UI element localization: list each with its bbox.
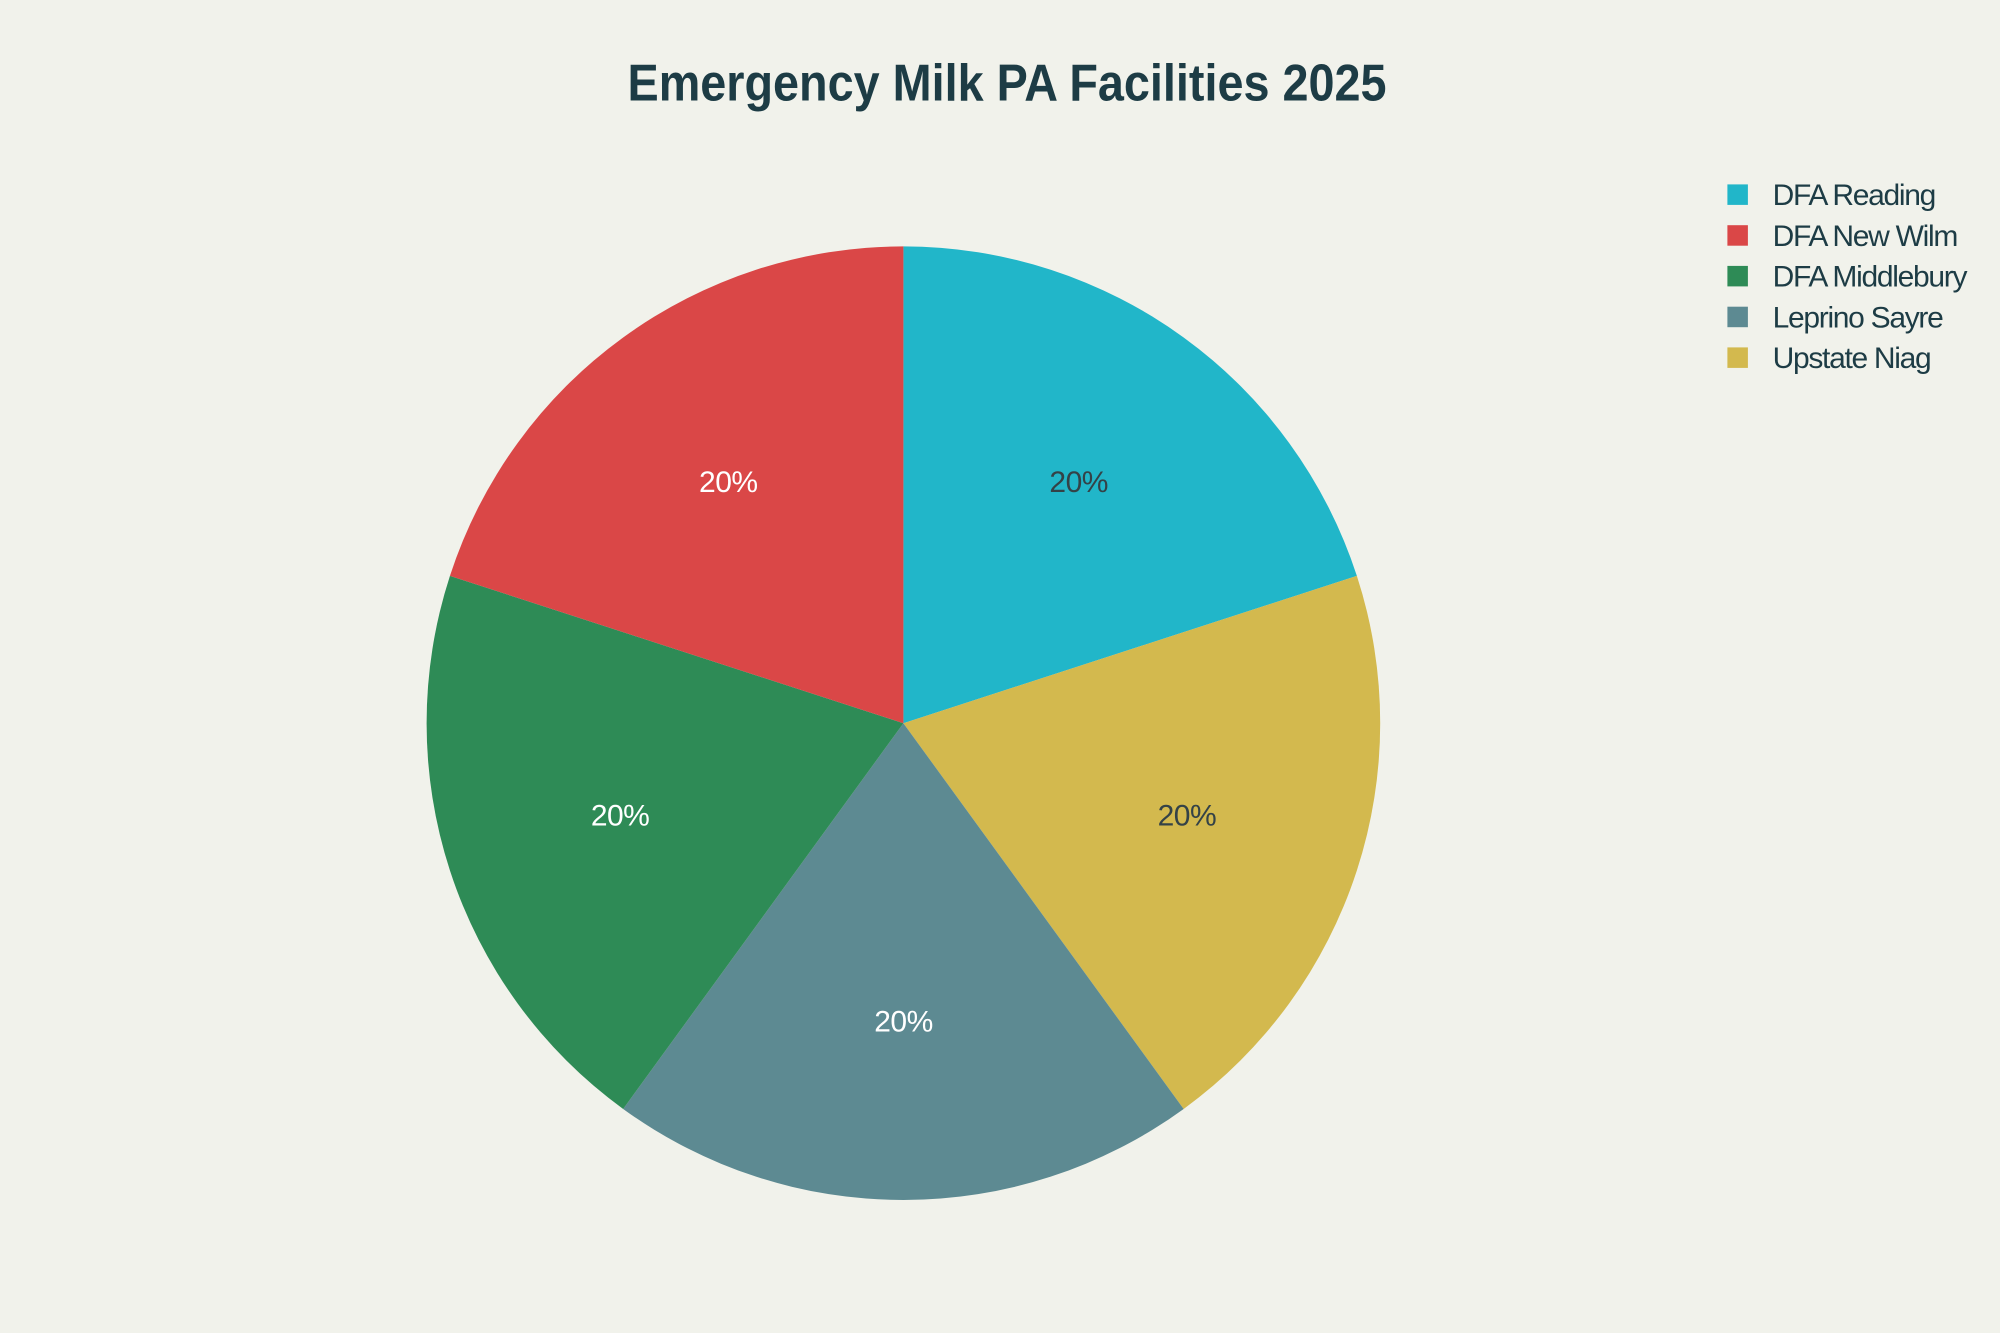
- svg-text:20%: 20%: [874, 1005, 933, 1038]
- svg-text:Emergency Milk PA Facilities 2: Emergency Milk PA Facilities 2025: [628, 55, 1387, 113]
- svg-text:20%: 20%: [1158, 799, 1217, 832]
- svg-text:Upstate Niag: Upstate Niag: [1773, 342, 1931, 375]
- svg-text:DFA Reading: DFA Reading: [1773, 179, 1935, 212]
- svg-text:Leprino Sayre: Leprino Sayre: [1773, 301, 1943, 334]
- svg-text:20%: 20%: [1049, 466, 1108, 499]
- svg-text:20%: 20%: [591, 799, 650, 832]
- svg-text:DFA New Wilm: DFA New Wilm: [1773, 220, 1958, 253]
- svg-text:DFA Middlebury: DFA Middlebury: [1773, 261, 1968, 294]
- svg-text:20%: 20%: [699, 466, 758, 499]
